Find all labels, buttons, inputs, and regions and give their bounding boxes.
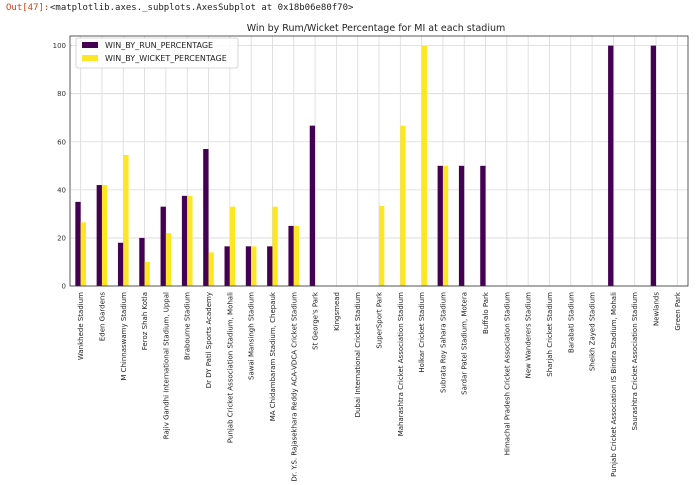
bar-wicket-percentage — [251, 246, 257, 286]
bar-run-percentage — [267, 246, 273, 286]
x-tick-label: Dr DY Patil Sports Academy — [205, 292, 213, 388]
bar-wicket-percentage — [165, 233, 172, 286]
y-tick-label: 20 — [57, 234, 66, 242]
bar-wicket-percentage — [101, 185, 108, 286]
bar-wicket-percentage — [123, 154, 129, 286]
x-tick-label: Sharjah Cricket Stadium — [546, 292, 554, 377]
bar-wicket-percentage — [442, 165, 449, 286]
y-axis-ticks: 0 20 40 60 80 100 — [53, 42, 66, 290]
bar-wicket-percentage — [272, 206, 278, 286]
x-tick-label: Rajiv Gandhi International Stadium, Uppa… — [162, 292, 170, 439]
bar-run-percentage — [160, 206, 166, 286]
bar-run-percentage — [181, 195, 188, 286]
x-tick-label: Sheikh Zayed Stadium — [589, 292, 597, 371]
bar-run-percentage — [608, 45, 614, 286]
bar-wicket-percentage — [379, 205, 385, 286]
x-tick-label: Feroz Shah Kotla — [141, 292, 149, 350]
x-tick-label: SuperSport Park — [376, 291, 384, 349]
legend-label-wicket: WIN_BY_WICKET_PERCENTAGE — [105, 54, 227, 63]
x-tick-label: Dr. Y.S. Rajasekhara Reddy ACA-VDCA Cric… — [290, 292, 298, 482]
bar-wicket-percentage — [400, 125, 406, 287]
x-tick-label: MA Chidambaram Stadium, Chepauk — [269, 291, 277, 421]
x-tick-label: Dubai International Cricket Stadium — [354, 292, 362, 418]
x-tick-label: Brabourne Stadium — [184, 292, 192, 360]
bar-run-percentage — [288, 225, 294, 286]
bar-run-percentage — [203, 148, 209, 286]
bar-run-percentage — [224, 246, 230, 286]
x-tick-label: Subrata Roy Sahara Stadium — [439, 292, 447, 393]
output-repr-text: <matplotlib.axes._subplots.AxesSubplot a… — [50, 3, 354, 13]
x-tick-label: Barabati Stadium — [567, 292, 575, 353]
bar-run-percentage — [139, 237, 145, 286]
output-prompt: Out[47]: — [6, 3, 50, 13]
x-tick-label: Sawai Mansingh Stadium — [248, 292, 256, 380]
legend-box — [75, 37, 239, 69]
x-axis-tick-labels: Wankhede Stadium Eden Gardens M Chinnaswam… — [77, 291, 682, 482]
chart-title: Win by Rum/Wicket Percentage for MI at e… — [247, 23, 506, 34]
bar-run-percentage — [96, 185, 102, 286]
bar-wicket-percentage — [208, 252, 214, 286]
x-tick-label: Eden Gardens — [98, 292, 106, 341]
bar-run-percentage — [117, 242, 124, 286]
bar-run-percentage — [75, 201, 81, 286]
y-tick-label: 80 — [57, 90, 66, 98]
y-tick-label: 40 — [57, 186, 66, 194]
bar-wicket-percentage — [187, 195, 193, 286]
x-tick-label: Punjab Cricket Association Stadium, Moha… — [226, 292, 234, 443]
y-tick-label: 60 — [57, 138, 66, 146]
legend-swatch-run — [82, 42, 98, 48]
bar-run-percentage — [458, 165, 465, 286]
y-tick-label: 0 — [62, 283, 66, 291]
bar-run-percentage — [650, 45, 657, 286]
bar-layer — [75, 45, 657, 287]
bar-wicket-percentage — [229, 206, 236, 286]
x-tick-label: M Chinnaswamy Stadium — [120, 292, 128, 381]
bar-run-percentage — [480, 165, 486, 286]
x-tick-label: Buffalo Park — [482, 291, 490, 334]
axes-frame — [69, 35, 689, 287]
legend: WIN_BY_RUN_PERCENTAGE WIN_BY_WICKET_PERC… — [75, 37, 239, 69]
x-tick-label: Saurashtra Cricket Association Stadium — [631, 292, 639, 431]
x-tick-label: Punjab Cricket Association IS Bindra Sta… — [610, 292, 618, 477]
x-tick-label: Sardar Patel Stadium, Motera — [461, 292, 469, 395]
x-tick-label: Maharashtra Cricket Association Stadium — [397, 292, 405, 436]
bar-run-percentage — [309, 125, 316, 287]
bar-run-percentage — [245, 246, 252, 286]
x-tick-label: Kingsmead — [333, 292, 341, 331]
bar-wicket-percentage — [293, 225, 300, 286]
bar-wicket-percentage — [144, 261, 150, 286]
bar-wicket-percentage — [421, 45, 427, 286]
bar-run-percentage — [437, 165, 443, 286]
x-tick-label: New Wanderers Stadium — [525, 292, 533, 379]
y-tick-label: 100 — [53, 42, 66, 50]
x-tick-label: St George's Park — [312, 291, 320, 350]
legend-label-run: WIN_BY_RUN_PERCENTAGE — [105, 41, 213, 50]
legend-swatch-wicket — [82, 55, 98, 61]
x-tick-label: Himachal Pradesh Cricket Association Sta… — [503, 292, 511, 455]
bar-wicket-percentage — [80, 222, 86, 286]
x-tick-label: Wankhede Stadium — [77, 292, 85, 360]
x-tick-label: Green Park — [674, 291, 682, 330]
x-tick-label: Holkar Cricket Stadium — [418, 292, 426, 373]
x-tick-label: Newlands — [653, 292, 661, 326]
